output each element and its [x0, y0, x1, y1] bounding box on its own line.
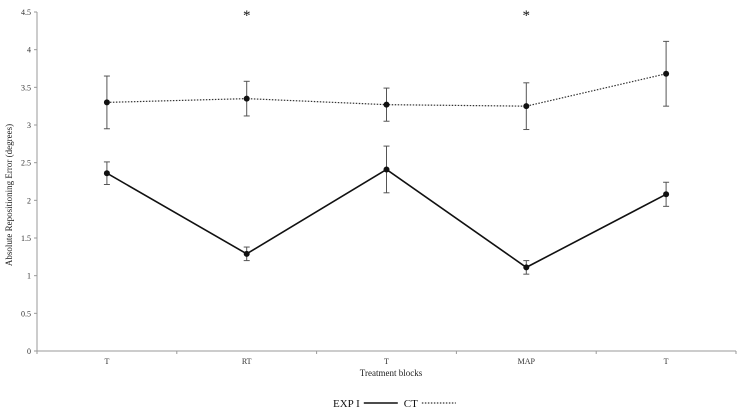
ct-data-point: [663, 70, 670, 77]
exp-i-data-point: [663, 191, 670, 198]
significance-star: *: [523, 8, 531, 24]
y-tick-label: 2: [27, 196, 31, 205]
legend: EXP I CT: [333, 398, 456, 410]
exp-i-data-point: [523, 264, 530, 271]
ct-data-point: [103, 99, 110, 106]
legend-label-exp-i: EXP I: [333, 398, 360, 410]
y-tick-label: 0.5: [21, 309, 31, 318]
y-tick-label: 3.5: [21, 83, 31, 92]
exp-i-data-point: [383, 166, 390, 173]
y-tick-label: 0: [27, 347, 31, 356]
x-tick-label: T: [664, 357, 669, 366]
y-tick-label: 3: [27, 121, 31, 130]
x-tick-label: MAP: [518, 357, 536, 366]
x-tick-label: RT: [242, 357, 252, 366]
data-points: [103, 70, 670, 271]
y-tick-label: 1.5: [21, 234, 31, 243]
exp-i-data-point: [243, 250, 250, 257]
legend-label-ct: CT: [404, 398, 418, 410]
ct-data-point: [523, 103, 530, 110]
x-tick-labels: T RT T MAP T: [36, 351, 737, 366]
ct-data-point: [383, 101, 390, 108]
x-axis-title: Treatment blocks: [360, 368, 423, 378]
significance-markers: * *: [243, 8, 530, 24]
y-tick-label: 4: [27, 46, 31, 55]
error-bars: [103, 40, 670, 275]
axes: [36, 12, 736, 352]
y-tick-labels: 0 0.5 1 1.5 2 2.5 3 3.5 4 4.5: [21, 8, 37, 356]
ct-data-point: [243, 95, 250, 102]
y-tick-label: 4.5: [21, 8, 31, 17]
y-tick-label: 2.5: [21, 159, 31, 168]
exp-i-data-point: [103, 170, 110, 177]
x-tick-label: T: [384, 357, 389, 366]
y-axis-title: Absolute Repositioning Error (degrees): [4, 124, 14, 266]
x-tick-label: T: [104, 357, 109, 366]
y-tick-label: 1: [27, 272, 31, 281]
significance-star: *: [243, 8, 251, 24]
